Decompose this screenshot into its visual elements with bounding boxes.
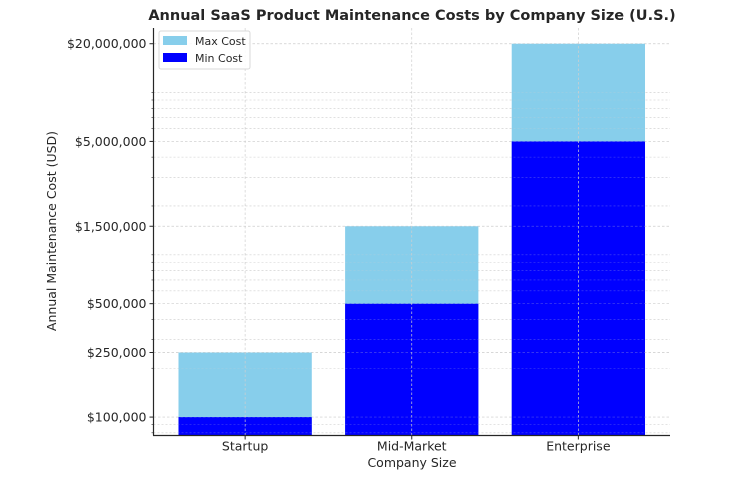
y-tick-label: $5,000,000 bbox=[75, 134, 147, 149]
legend-label-min-cost: Min Cost bbox=[195, 52, 243, 65]
y-tick-label: $500,000 bbox=[87, 296, 147, 311]
y-tick-label: $20,000,000 bbox=[67, 36, 147, 51]
y-axis-ticks: $100,000 $250,000 $500,000 $1,500,000 $5,000… bbox=[67, 36, 154, 434]
y-tick-label: $1,500,000 bbox=[75, 219, 147, 234]
y-tick-label: $250,000 bbox=[87, 345, 147, 360]
legend: Max Cost Min Cost bbox=[158, 30, 251, 70]
chart-title: Annual SaaS Product Maintenance Costs by… bbox=[148, 8, 675, 24]
legend-swatch-min-cost bbox=[163, 53, 187, 62]
x-tick-label: Mid-Market bbox=[377, 439, 447, 454]
legend-swatch-max-cost bbox=[163, 36, 187, 45]
x-tick-label: Enterprise bbox=[546, 439, 611, 454]
x-axis-ticks: Startup Mid-Market Enterprise bbox=[222, 435, 611, 454]
x-tick-label: Startup bbox=[222, 439, 268, 454]
x-axis-label: Company Size bbox=[367, 455, 456, 470]
y-axis-label: Annual Maintenance Cost (USD) bbox=[44, 131, 59, 331]
y-tick-label: $100,000 bbox=[87, 410, 147, 425]
legend-label-max-cost: Max Cost bbox=[195, 35, 246, 48]
vertical-gridlines bbox=[244, 28, 579, 436]
